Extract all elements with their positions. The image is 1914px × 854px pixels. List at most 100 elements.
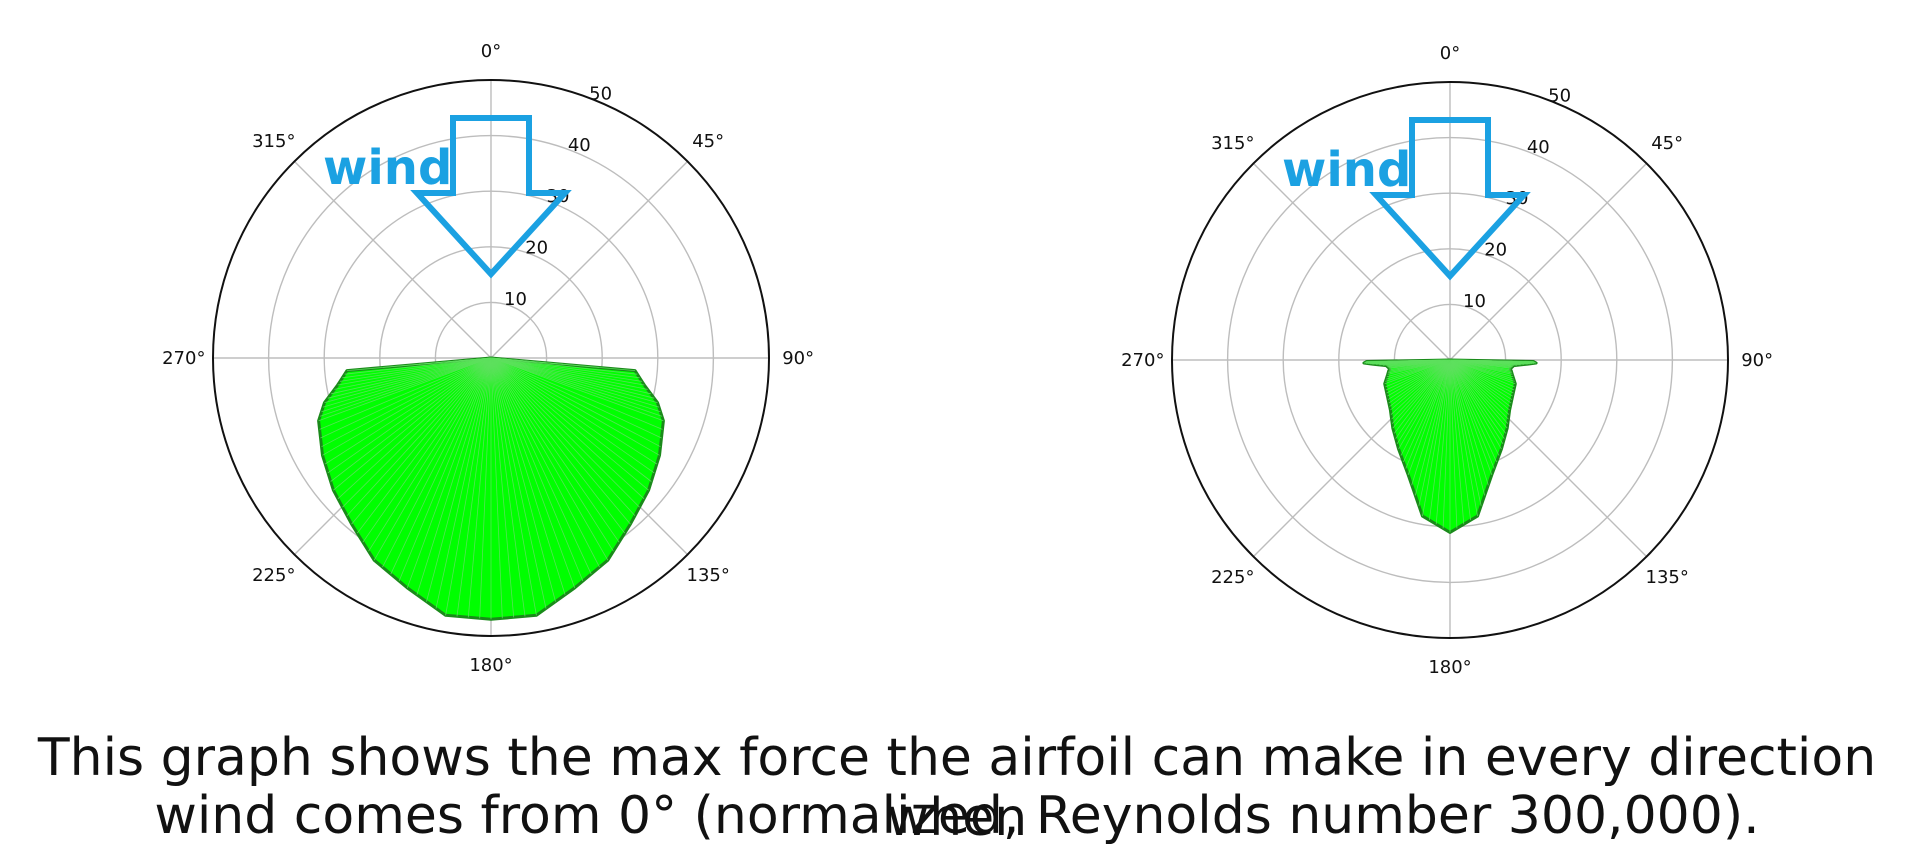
angle-tick-label: 315° xyxy=(252,131,295,152)
force-ray xyxy=(490,357,576,589)
angle-tick-label: 225° xyxy=(252,565,295,586)
radial-tick-label: 40 xyxy=(568,135,591,156)
force-ray xyxy=(324,357,492,403)
force-ray xyxy=(490,357,636,516)
force-ray xyxy=(1442,359,1451,529)
force-ray xyxy=(1449,359,1505,439)
force-ray xyxy=(321,357,492,413)
force-ray xyxy=(1449,359,1510,411)
force-ray xyxy=(324,357,492,465)
radial-tick-label: 50 xyxy=(589,84,612,105)
force-ray xyxy=(1449,359,1508,429)
radial-tick-label: 10 xyxy=(504,289,527,310)
force-ray xyxy=(1449,359,1458,529)
force-ray xyxy=(1391,359,1451,420)
force-ray xyxy=(1449,359,1489,486)
force-ray xyxy=(1449,359,1502,450)
force-ray xyxy=(346,357,492,516)
force-ray xyxy=(490,357,566,595)
force-ray xyxy=(1389,359,1451,407)
angle-tick-label: 315° xyxy=(1211,133,1254,154)
force-ray xyxy=(1386,359,1451,394)
force-ray xyxy=(1393,359,1451,434)
force-ray xyxy=(327,357,492,474)
force-ray xyxy=(1449,359,1509,420)
force-ray xyxy=(445,357,492,616)
force-ray xyxy=(490,357,663,417)
force-ray xyxy=(1449,359,1516,385)
polar-chart-right: 0°45°90°135°180°225°270°315°1020304050wi… xyxy=(1121,43,1773,678)
force-ray xyxy=(490,357,640,379)
force-ray xyxy=(1400,359,1451,456)
force-ray xyxy=(490,357,664,422)
force-ray xyxy=(1449,359,1478,517)
force-ray xyxy=(1429,359,1451,521)
force-ray xyxy=(467,357,492,618)
force-ray xyxy=(1411,359,1451,486)
force-ray xyxy=(1449,359,1486,496)
angle-tick-label: 45° xyxy=(1651,133,1683,154)
force-ray xyxy=(1449,359,1465,525)
force-ray xyxy=(490,357,631,525)
force-ray xyxy=(319,357,492,430)
force-ray xyxy=(1405,359,1451,469)
force-ray xyxy=(334,357,492,390)
force-ray xyxy=(490,357,609,561)
force-ray xyxy=(1449,359,1495,469)
force-ray xyxy=(490,357,660,456)
down-arrow-icon xyxy=(1369,117,1531,281)
force-ray xyxy=(321,357,492,448)
force-ray xyxy=(490,357,626,534)
angle-tick-label: 90° xyxy=(1741,350,1773,371)
force-ray xyxy=(368,357,492,552)
down-arrow-icon xyxy=(410,115,572,279)
angle-tick-label: 135° xyxy=(1646,567,1689,588)
caption-line-2: wind comes from 0° (normalized, Reynolds… xyxy=(154,786,1760,846)
force-ray xyxy=(490,357,662,439)
force-ray xyxy=(490,357,661,413)
force-ray xyxy=(1395,359,1451,439)
angular-gridline xyxy=(293,160,492,359)
radial-gridline xyxy=(1226,136,1674,584)
force-ray xyxy=(1387,359,1451,397)
force-ray xyxy=(1396,359,1451,445)
polar-frame xyxy=(212,79,770,637)
force-ray xyxy=(1398,359,1451,450)
force-ray xyxy=(319,357,492,417)
force-ray xyxy=(490,357,600,568)
force-ray xyxy=(1449,359,1515,388)
force-ray xyxy=(1388,359,1451,404)
force-ray xyxy=(490,357,658,403)
force-ray xyxy=(337,357,492,386)
force-ray xyxy=(339,357,492,382)
angle-tick-label: 135° xyxy=(687,565,730,586)
radial-tick-label: 20 xyxy=(525,238,548,259)
force-ray xyxy=(490,357,645,386)
force-ray xyxy=(1449,359,1513,397)
caption-line-1: This graph shows the max force the airfo… xyxy=(37,728,1877,848)
force-ray xyxy=(1449,359,1504,445)
force-rays xyxy=(1363,359,1537,533)
force-ray xyxy=(1387,359,1451,400)
force-ray xyxy=(490,357,643,382)
wind-label: wind xyxy=(323,140,452,196)
force-ray xyxy=(398,357,492,582)
angular-gridline xyxy=(1449,162,1648,361)
force-ray xyxy=(320,357,492,439)
force-ray xyxy=(318,357,492,422)
radial-tick-label: 20 xyxy=(1484,240,1507,261)
force-ray xyxy=(322,357,492,456)
angle-tick-label: 270° xyxy=(1121,350,1164,371)
force-ray xyxy=(342,357,492,379)
wind-label: wind xyxy=(1282,142,1411,198)
force-ray xyxy=(406,357,492,589)
force-ray xyxy=(490,357,515,618)
radial-tick-label: 50 xyxy=(1548,86,1571,107)
force-ray xyxy=(362,357,492,543)
force-ray xyxy=(356,357,492,534)
force-ray xyxy=(416,357,492,595)
polar-frame xyxy=(1171,81,1729,639)
force-ray xyxy=(490,357,620,543)
force-ray xyxy=(351,357,492,525)
